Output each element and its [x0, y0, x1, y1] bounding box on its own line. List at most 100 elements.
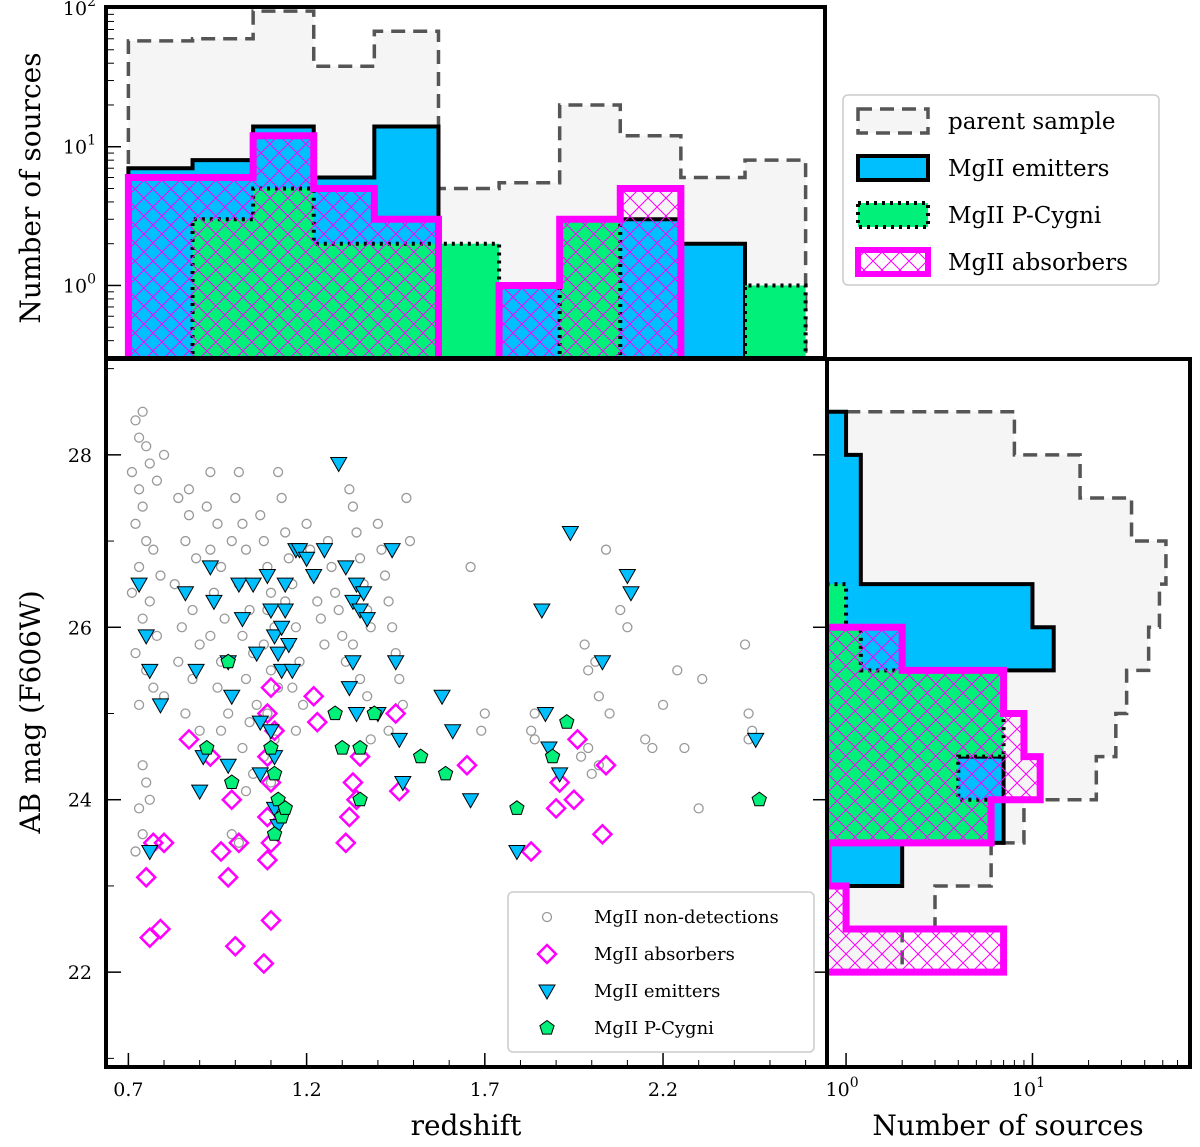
point-emitters [265, 629, 284, 645]
point-nondet [169, 579, 180, 590]
point-pcygni [437, 765, 454, 781]
point-emitters [532, 603, 551, 620]
point-nondet [141, 441, 152, 452]
point-nondet [205, 630, 216, 642]
point-emitters [390, 732, 409, 749]
point-nondet [526, 725, 537, 736]
point-nondet [287, 682, 298, 693]
point-nondet [379, 570, 391, 581]
scatter-y-axis-title: AB mag (F606W) [14, 590, 47, 834]
point-nondet [240, 673, 252, 685]
legend-swatch-pcygni [856, 201, 930, 229]
point-nondet [290, 622, 302, 633]
point-nondet [697, 673, 708, 685]
point-nondet [194, 639, 205, 650]
point-emitters [550, 767, 569, 783]
point-emitters [618, 569, 637, 585]
point-nondet [205, 544, 216, 555]
point-nondet [183, 484, 195, 495]
point-emitters [247, 646, 266, 663]
point-absorbers [256, 702, 279, 725]
point-nondet [679, 742, 690, 754]
point-nondet [297, 699, 309, 711]
point-nondet [386, 622, 398, 633]
point-emitters [561, 525, 580, 542]
point-nondet [144, 458, 155, 469]
point-emitters [201, 560, 220, 576]
legend-label-pcygni: MgII P-Cygni [948, 203, 1101, 229]
top-y-tick-label: 101 [63, 133, 96, 159]
point-nondet [401, 492, 412, 504]
point-nondet [130, 518, 141, 529]
point-nondet [144, 596, 155, 607]
point-absorbers [335, 832, 357, 854]
point-nondet [226, 535, 237, 547]
point-absorbers [595, 754, 617, 776]
point-nondet [465, 561, 476, 573]
point-nondet [141, 535, 152, 547]
scatter-legend-marker-pcygni [539, 1019, 555, 1035]
x-tick-label: 1.2 [291, 1079, 321, 1101]
point-pcygni [263, 739, 279, 755]
point-emitters [383, 543, 402, 559]
point-nondet [579, 639, 590, 650]
legend-swatch-absorbers [855, 247, 931, 277]
point-nondet [180, 708, 191, 719]
point-absorbers [228, 832, 250, 854]
point-absorbers [253, 952, 275, 975]
point-nondet [137, 760, 148, 771]
point-emitters [536, 707, 555, 723]
point-emitters [230, 577, 248, 594]
scatter-legend-marker-emitters [538, 984, 556, 1001]
point-nondet [479, 708, 490, 719]
point-emitters [593, 655, 612, 671]
point-nondet [365, 734, 376, 745]
point-nondet [137, 829, 148, 840]
point-nondet [126, 466, 138, 478]
point-nondet [223, 708, 234, 719]
point-emitters [219, 758, 238, 775]
point-nondet [276, 492, 287, 504]
point-nondet [137, 406, 148, 417]
right-x-tick-label: 101 [1012, 1075, 1045, 1101]
point-pcygni [266, 765, 283, 781]
top-y-axis-title: Number of sources [14, 52, 47, 323]
right-x-tick-label: 100 [826, 1075, 859, 1101]
point-absorbers [456, 754, 478, 776]
point-nondet [212, 518, 223, 529]
point-emitters [276, 577, 295, 594]
point-nondet [476, 725, 487, 736]
point-pcygni [224, 774, 240, 789]
point-emitters [386, 655, 405, 671]
point-emitters [190, 784, 209, 801]
point-emitters [262, 603, 280, 620]
legend-swatch-emitters [856, 154, 930, 182]
point-emitters [137, 629, 156, 645]
point-pcygni [352, 739, 368, 755]
point-nondet [693, 803, 704, 814]
point-emitters [297, 551, 316, 568]
point-emitters [151, 698, 170, 714]
point-nondet [593, 760, 605, 771]
point-absorbers [153, 832, 175, 854]
point-nondet [265, 587, 277, 598]
point-emitters [622, 586, 640, 602]
point-emitters [140, 844, 159, 861]
point-nondet [219, 613, 230, 624]
point-emitters [315, 543, 334, 559]
point-emitters [187, 663, 205, 680]
point-nondet [529, 708, 540, 719]
point-emitters [205, 594, 223, 611]
point-nondet [347, 639, 359, 650]
point-nondet [672, 665, 683, 676]
point-emitters [304, 569, 323, 585]
point-nondet [280, 527, 291, 538]
point-absorbers [566, 728, 589, 751]
point-emitters [272, 620, 291, 637]
point-nondet [362, 691, 373, 702]
point-absorbers [224, 935, 247, 958]
point-emitters [347, 707, 366, 723]
point-nondet [151, 475, 163, 486]
point-nondet [326, 561, 337, 573]
